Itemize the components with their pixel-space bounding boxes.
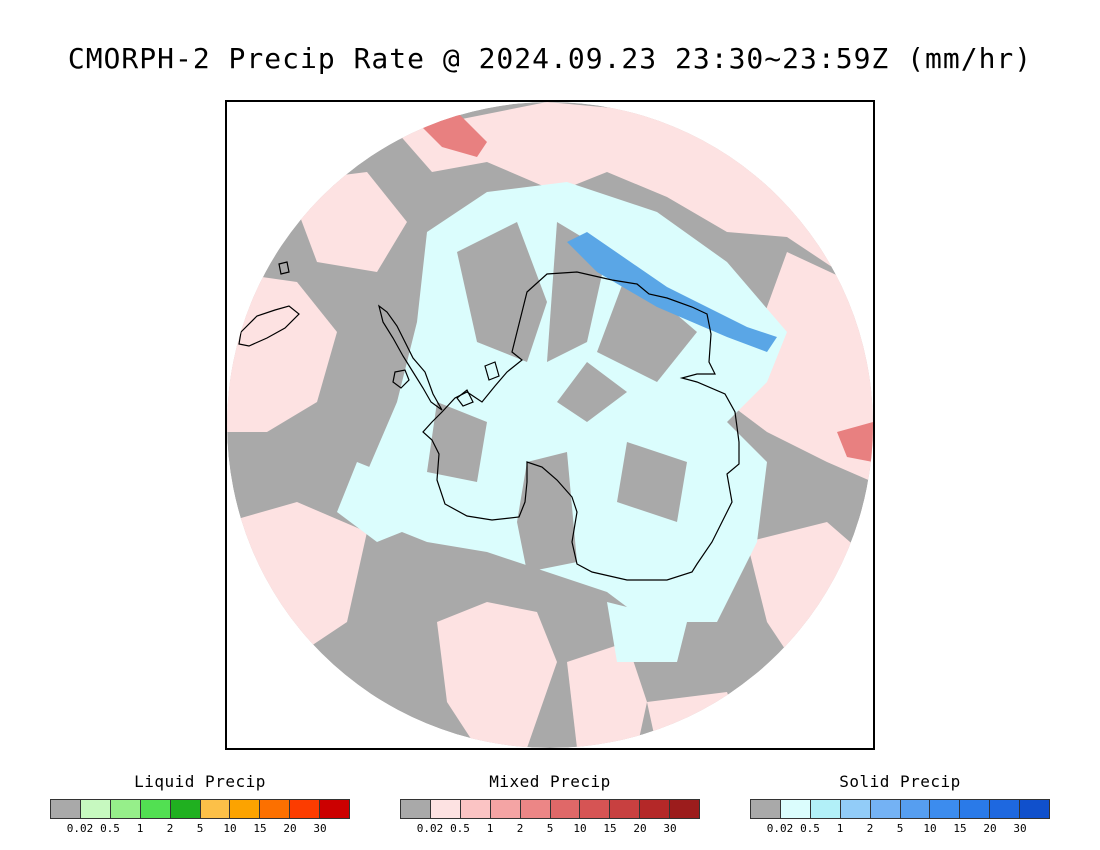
legend-swatch	[401, 800, 431, 818]
legend-swatch	[200, 800, 231, 818]
legend-swatch	[80, 800, 111, 818]
solid-precip-area	[607, 602, 687, 662]
legend-liquid-precip: Liquid Precip 0.02 0.5 1 2 5 10 15 20 30	[50, 772, 350, 836]
legend-swatch	[460, 800, 491, 818]
antarctic-peninsula-coastline	[378, 304, 443, 411]
antarctica-coastline	[422, 271, 740, 581]
legend-tick-label: 5	[896, 822, 904, 835]
legend-tick-label: 1	[836, 822, 844, 835]
legend-tick-label: 30	[1013, 822, 1027, 835]
legend-tick-label: 2	[166, 822, 174, 835]
mixed-precip-area	[437, 602, 557, 748]
map-title: CMORPH-2 Precip Rate @ 2024.09.23 23:30~…	[67, 42, 1033, 75]
legend-mixed-precip: Mixed Precip 0.02 0.5 1 2 5 10 15 20 30	[400, 772, 700, 836]
legend-tick-label: 2	[516, 822, 524, 835]
legend-swatch	[110, 800, 141, 818]
legend-tick-label: 2	[866, 822, 874, 835]
legend-tick-label: 0.5	[800, 822, 820, 835]
legend-swatch	[290, 800, 321, 818]
no-precip-area	[427, 402, 487, 482]
solid-precip-area	[337, 462, 427, 542]
legend-tick-label: 20	[633, 822, 647, 835]
legend-tick-label: 0.02	[416, 822, 444, 835]
legend-tick-label: 30	[663, 822, 677, 835]
mixed-precip-area	[227, 272, 337, 432]
legend-tick-label: 15	[253, 822, 267, 835]
legend-swatch	[550, 800, 581, 818]
legend-tick-label: 20	[283, 822, 297, 835]
legend-swatch	[260, 800, 291, 818]
legend-tick-label: 0.02	[766, 822, 794, 835]
legend-tick-label: 0.5	[100, 822, 120, 835]
island-outline	[484, 361, 500, 381]
legend-swatch	[170, 800, 201, 818]
legend-tick-label: 0.5	[450, 822, 470, 835]
legend-tick-label: 30	[313, 822, 327, 835]
legend-swatch	[780, 800, 811, 818]
legend-swatch	[610, 800, 641, 818]
legend-tick-label: 10	[573, 822, 587, 835]
polar-precip-map	[227, 102, 873, 748]
no-precip-area	[597, 272, 697, 382]
legend-swatch	[900, 800, 931, 818]
legend-swatch	[810, 800, 841, 818]
legend-swatch	[520, 800, 551, 818]
solid-precip-heavy	[567, 232, 777, 352]
legend-swatch	[670, 800, 700, 818]
legend-swatch	[870, 800, 901, 818]
legend-swatch	[51, 800, 81, 818]
legend-tick-label: 10	[223, 822, 237, 835]
legend-tick-label: 15	[603, 822, 617, 835]
island-outline	[456, 389, 474, 407]
legend-swatch	[230, 800, 261, 818]
legend-tick-label: 5	[196, 822, 204, 835]
legend-tick-label: 1	[136, 822, 144, 835]
legend-tick-label: 15	[953, 822, 967, 835]
legend-swatches	[400, 799, 700, 819]
legend-title: Liquid Precip	[134, 772, 266, 791]
legend-tick-label: 10	[923, 822, 937, 835]
legend-tick-label: 0.02	[66, 822, 94, 835]
legend-ticks: 0.02 0.5 1 2 5 10 15 20 30	[400, 822, 700, 836]
precip-field	[227, 102, 873, 748]
no-precip-area	[617, 442, 687, 522]
mixed-precip-area	[647, 692, 747, 748]
legend-ticks: 0.02 0.5 1 2 5 10 15 20 30	[50, 822, 350, 836]
legend-tick-label: 20	[983, 822, 997, 835]
legend-swatches	[50, 799, 350, 819]
no-precip-area	[457, 222, 547, 362]
island-outline	[392, 369, 410, 389]
legend-swatch	[490, 800, 521, 818]
legend-swatch	[990, 800, 1021, 818]
legend-swatch	[840, 800, 871, 818]
legend-ticks: 0.02 0.5 1 2 5 10 15 20 30	[750, 822, 1050, 836]
legend-swatches	[750, 799, 1050, 819]
falkland-islands-outline	[278, 261, 290, 275]
legend-swatch	[140, 800, 171, 818]
legend-title: Solid Precip	[839, 772, 961, 791]
legend-swatch	[430, 800, 461, 818]
legend-solid-precip: Solid Precip 0.02 0.5 1 2 5 10 15 20 30	[750, 772, 1050, 836]
south-america-tip-coastline	[238, 305, 300, 347]
legend-swatch	[960, 800, 991, 818]
map-frame	[225, 100, 875, 750]
mixed-precip-area	[727, 252, 873, 482]
legend-swatch	[751, 800, 781, 818]
legend-swatch	[930, 800, 961, 818]
mixed-precip-heavy	[837, 422, 873, 462]
legend-swatch	[580, 800, 611, 818]
legend-swatch	[1020, 800, 1050, 818]
no-precip-area	[517, 452, 577, 572]
legend-tick-label: 5	[546, 822, 554, 835]
no-precip-area	[557, 362, 627, 422]
mixed-precip-area	[567, 642, 647, 748]
legend-tick-label: 1	[486, 822, 494, 835]
legend-swatch	[640, 800, 671, 818]
legend-swatch	[320, 800, 350, 818]
legend-title: Mixed Precip	[489, 772, 611, 791]
